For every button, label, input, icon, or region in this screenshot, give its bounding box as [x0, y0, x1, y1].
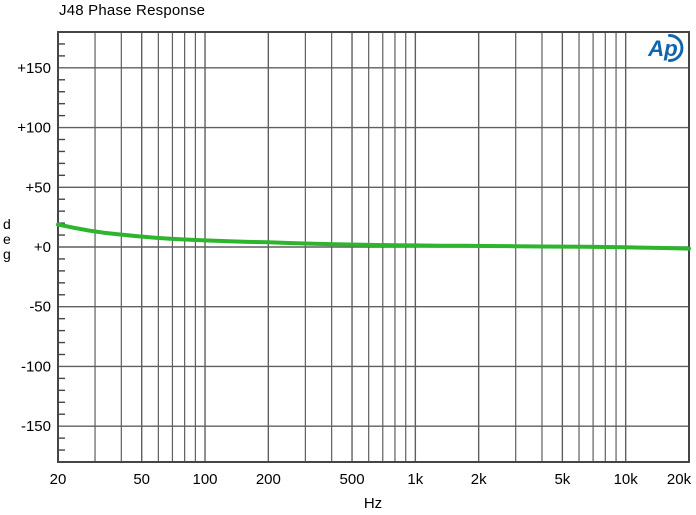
x-tick-label: 500	[340, 471, 365, 488]
x-tick-label: 200	[256, 471, 281, 488]
y-tick-label: +50	[26, 179, 51, 196]
x-tick-label: 20	[50, 471, 67, 488]
y-axis-label: d e g	[3, 217, 11, 262]
y-tick-label: +100	[17, 120, 51, 137]
y-axis-label-letter: d	[3, 216, 11, 232]
x-tick-label: 100	[193, 471, 218, 488]
y-axis-label-letter: g	[3, 246, 11, 262]
audio-precision-logo: Ap	[647, 33, 684, 63]
chart-title: J48 Phase Response	[59, 2, 206, 19]
y-tick-label: -100	[21, 358, 51, 375]
y-axis-label-letter: e	[3, 231, 11, 247]
x-tick-label: 5k	[554, 471, 570, 488]
x-tick-label: 20k	[667, 471, 692, 488]
x-axis-unit: Hz	[363, 495, 383, 512]
y-tick-label: +0	[34, 239, 51, 256]
logo-arc-icon	[667, 33, 684, 63]
x-tick-label: 2k	[471, 471, 487, 488]
y-tick-label: -50	[29, 299, 51, 316]
x-tick-label: 1k	[407, 471, 423, 488]
logo-text: Ap	[647, 36, 678, 61]
y-tick-label: -150	[21, 418, 51, 435]
x-tick-label: 10k	[614, 471, 639, 488]
phase-curve	[56, 222, 691, 251]
x-tick-label: 50	[133, 471, 150, 488]
y-tick-label: +150	[17, 60, 51, 77]
